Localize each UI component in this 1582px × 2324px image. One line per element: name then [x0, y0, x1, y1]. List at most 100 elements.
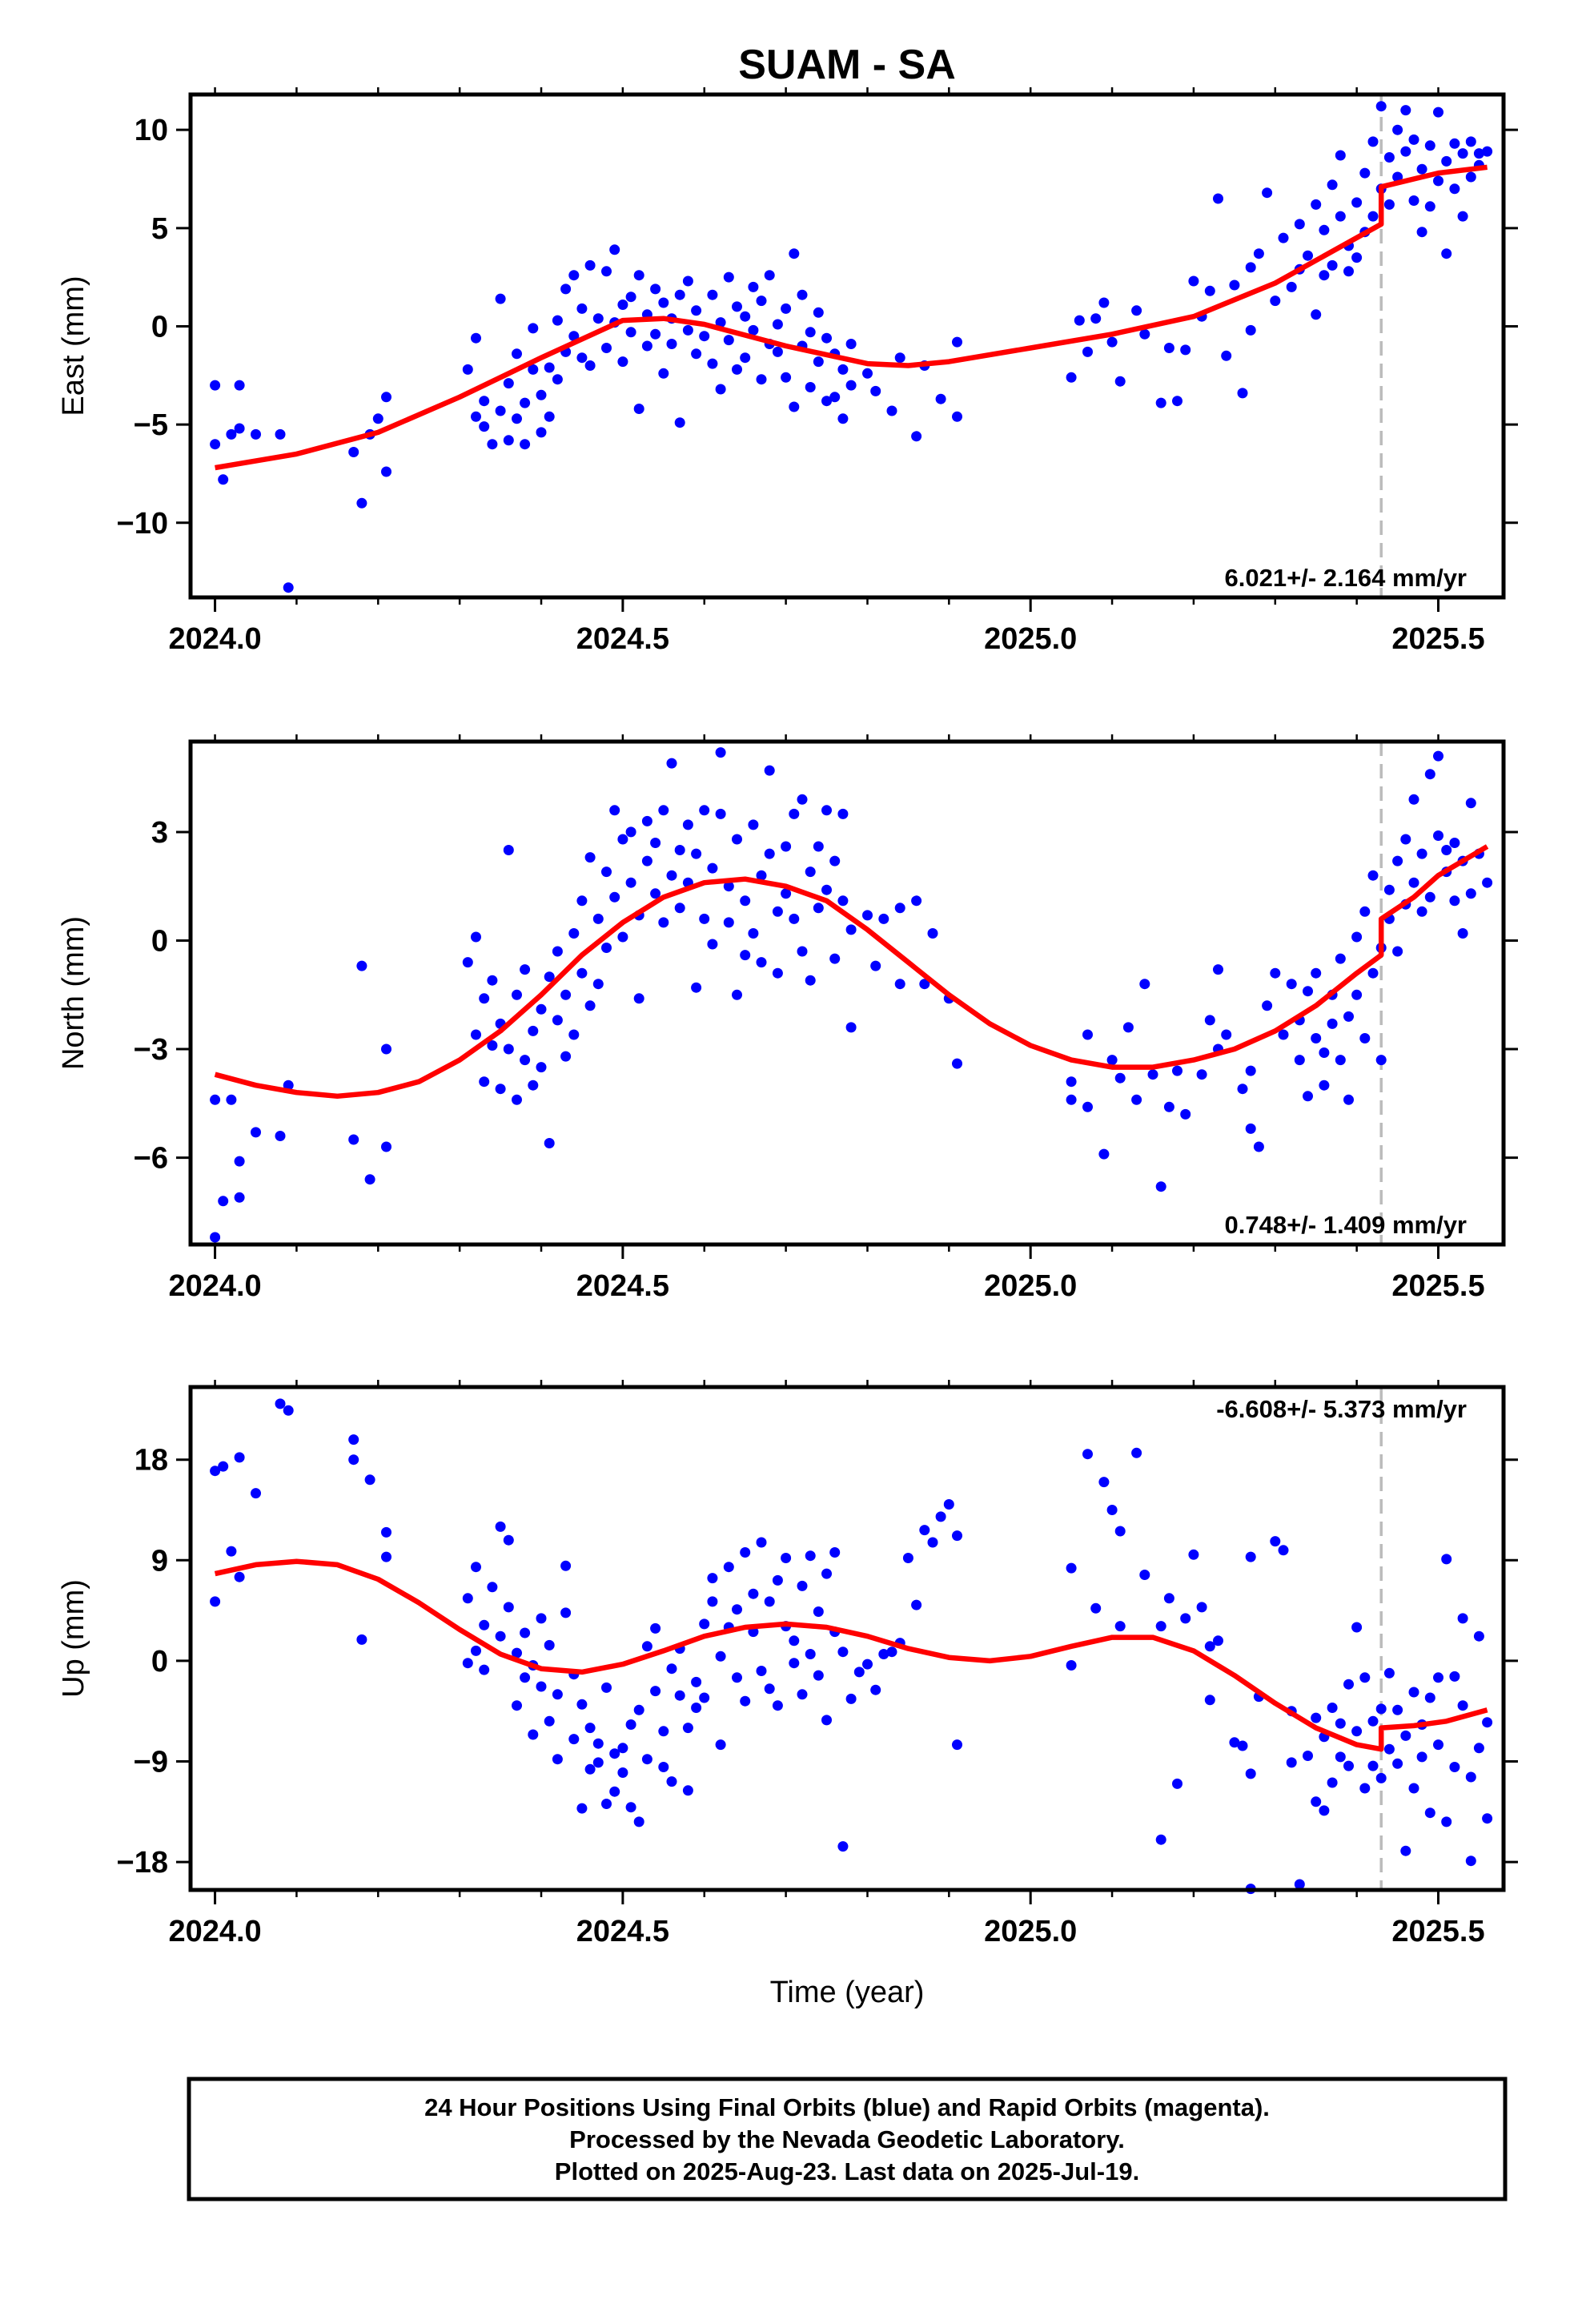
north-data-point: [650, 838, 661, 848]
north-y-tick-label: −3: [134, 1033, 168, 1067]
east-panel: 2024.0 2024.5 2025.0 2025.5 10 5 0 −5 −10 East (m…: [57, 87, 1518, 656]
east-data-point: [1262, 187, 1273, 199]
north-data-point: [1114, 1072, 1126, 1084]
up-x-tick-label: 2025.5: [1391, 1915, 1484, 1948]
east-data-point: [666, 339, 677, 349]
north-data-point: [495, 1084, 506, 1095]
up-data-point: [592, 1757, 604, 1768]
north-data-point: [666, 870, 677, 881]
east-data-point: [1327, 179, 1338, 191]
up-data-point: [348, 1434, 359, 1445]
up-y-tick-label: 9: [151, 1544, 168, 1578]
east-data-point: [1074, 315, 1085, 326]
east-data-point: [1066, 372, 1077, 383]
north-data-point: [1359, 906, 1371, 917]
north-data-point: [862, 910, 873, 921]
east-data-point: [568, 270, 580, 281]
up-data-point: [503, 1534, 514, 1546]
up-data-point: [1114, 1526, 1126, 1537]
north-data-point: [1098, 1148, 1110, 1160]
east-data-point: [1351, 197, 1363, 208]
east-data-point: [1229, 279, 1240, 291]
east-data-point: [633, 270, 644, 281]
north-data-point: [1335, 1055, 1346, 1066]
up-data-point: [732, 1604, 742, 1615]
up-data-point: [1449, 1671, 1460, 1682]
north-data-point: [348, 1134, 359, 1145]
north-data-point: [1416, 906, 1427, 917]
up-data-point: [1163, 1593, 1174, 1604]
up-data-point: [1172, 1778, 1182, 1789]
east-data-point: [1188, 275, 1199, 287]
up-data-point: [1311, 1796, 1322, 1807]
east-data-point: [1213, 193, 1223, 204]
north-data-point: [1066, 1076, 1077, 1088]
east-data-point: [723, 335, 734, 346]
up-data-point: [813, 1606, 824, 1617]
north-data-point: [283, 1080, 294, 1091]
up-data-point: [625, 1719, 636, 1730]
east-plot-frame: [188, 92, 1506, 600]
up-data-point: [1449, 1762, 1460, 1772]
up-data-point: [1180, 1613, 1191, 1624]
footer-line-3: Plotted on 2025-Aug-23. Last data on 202…: [555, 2157, 1139, 2185]
north-data-point: [609, 805, 620, 816]
east-data-point: [813, 356, 824, 368]
up-data-point: [1441, 1554, 1452, 1565]
up-data-point: [381, 1526, 391, 1538]
north-data-point: [1335, 953, 1346, 964]
up-data-point: [837, 1841, 849, 1852]
north-data-point: [1392, 946, 1403, 957]
up-data-point: [952, 1530, 962, 1542]
up-x-tick-label: 2024.5: [576, 1915, 669, 1948]
east-data-point: [584, 360, 596, 371]
north-data-point: [601, 866, 612, 878]
east-data-point: [617, 356, 628, 368]
north-data-point: [1319, 1047, 1330, 1058]
east-data-point: [1319, 270, 1330, 281]
east-data-point: [1335, 211, 1346, 222]
north-data-point: [544, 1138, 555, 1148]
up-data-point: [1457, 1700, 1468, 1711]
north-data-point: [1465, 798, 1476, 809]
east-data-point: [862, 368, 873, 379]
up-data-point: [650, 1622, 661, 1634]
up-data-point: [699, 1692, 710, 1703]
north-data-point: [723, 881, 734, 892]
east-data-point: [805, 327, 816, 338]
north-data-point: [821, 884, 832, 895]
east-data-point: [1441, 155, 1452, 167]
north-data-point: [487, 975, 498, 986]
east-data-point: [1482, 146, 1493, 157]
north-data-point: [536, 1062, 547, 1073]
up-data-point: [520, 1627, 531, 1638]
east-data-point: [740, 311, 751, 322]
north-data-point: [1351, 931, 1363, 943]
north-data-point: [528, 1080, 539, 1091]
north-data-point: [210, 1232, 221, 1243]
east-data-point: [584, 259, 596, 271]
up-data-point: [1327, 1777, 1338, 1788]
up-data-point: [715, 1739, 726, 1751]
up-data-point: [1359, 1672, 1371, 1683]
up-data-point: [1106, 1505, 1118, 1515]
east-data-point: [789, 401, 800, 412]
north-data-point: [1245, 1065, 1256, 1076]
north-data-point: [552, 1015, 563, 1026]
up-data-point: [234, 1452, 245, 1463]
up-data-point: [666, 1776, 677, 1787]
east-data-point: [625, 292, 636, 303]
north-data-point: [568, 1029, 580, 1040]
east-data-point: [568, 331, 580, 342]
north-data-point: [1303, 1091, 1313, 1102]
north-data-point: [658, 917, 669, 928]
north-data-point: [813, 841, 824, 852]
footer-line-2: Processed by the Nevada Geodetic Laborat…: [569, 2125, 1125, 2153]
up-data-point: [1066, 1562, 1077, 1574]
up-data-point: [1408, 1687, 1419, 1698]
up-data-point: [251, 1488, 261, 1499]
north-data-point: [381, 1043, 391, 1055]
footer-box: 24 Hour Positions Using Final Orbits (bl…: [187, 2077, 1508, 2201]
east-data-point: [1465, 171, 1476, 183]
up-data-point: [641, 1754, 652, 1765]
